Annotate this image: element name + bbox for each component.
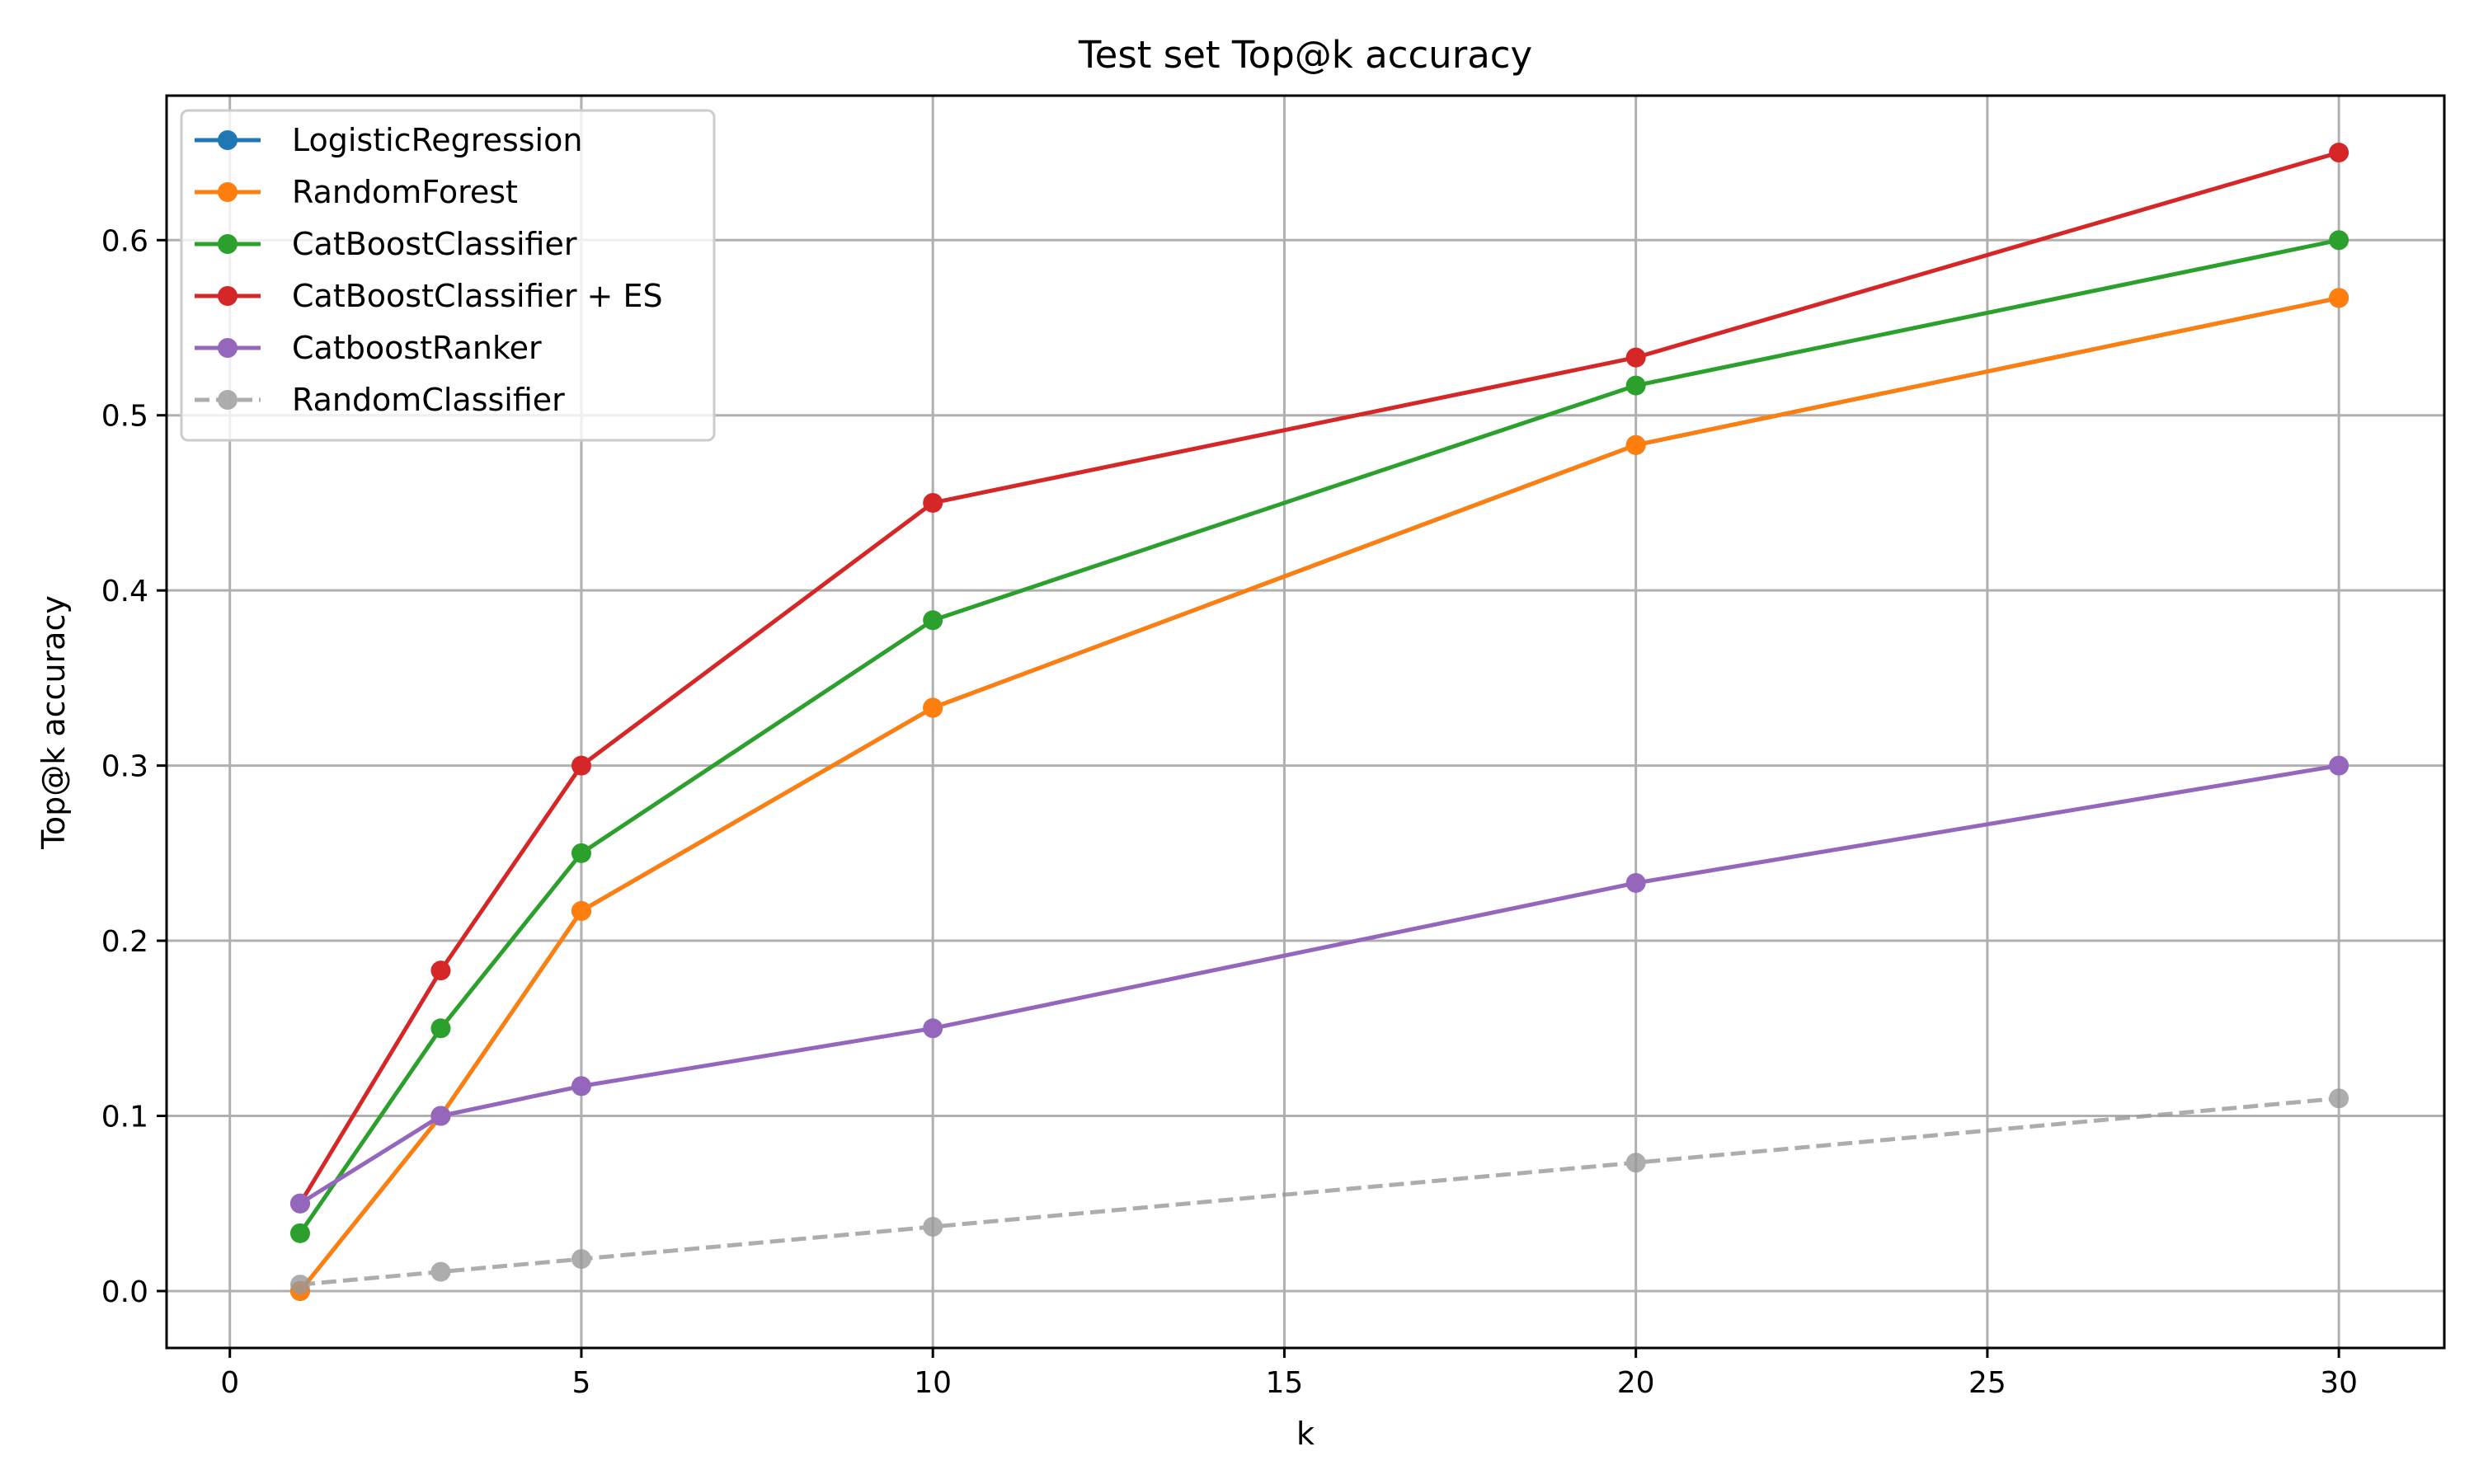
data-point bbox=[2329, 1088, 2349, 1109]
legend-entry bbox=[195, 390, 261, 410]
y-axis-label: Top@k accuracy bbox=[35, 595, 72, 850]
y-tick-label: 0.6 bbox=[101, 224, 148, 258]
x-tick-label: 0 bbox=[220, 1366, 239, 1400]
legend-marker bbox=[218, 338, 238, 358]
data-point bbox=[289, 1193, 310, 1214]
data-point bbox=[571, 1249, 591, 1270]
x-axis-label: k bbox=[1296, 1416, 1315, 1452]
data-point bbox=[1625, 872, 1646, 893]
legend-marker bbox=[218, 234, 238, 254]
series-line bbox=[299, 1096, 2340, 1287]
data-point bbox=[2329, 230, 2349, 251]
data-point bbox=[430, 1261, 451, 1282]
legend-entry bbox=[195, 234, 261, 254]
x-tick-label: 10 bbox=[914, 1366, 952, 1400]
legend-label: CatboostRanker bbox=[292, 330, 542, 366]
data-point bbox=[2329, 143, 2349, 163]
data-point bbox=[923, 1216, 943, 1237]
y-tick-label: 0.3 bbox=[101, 750, 148, 784]
data-point bbox=[430, 1106, 451, 1126]
data-point bbox=[571, 1076, 591, 1097]
legend: LogisticRegression RandomForest CatBoostCl… bbox=[180, 109, 716, 442]
series-5 bbox=[289, 1088, 2349, 1295]
y-tick-label: 0.0 bbox=[101, 1275, 148, 1309]
series-2 bbox=[289, 230, 2349, 1243]
series-line bbox=[299, 763, 2340, 1205]
data-point bbox=[1625, 347, 1646, 368]
y-tick-label: 0.1 bbox=[101, 1101, 148, 1134]
legend-entry bbox=[195, 130, 261, 150]
data-point bbox=[571, 755, 591, 776]
legend-label: CatBoostClassifier + ES bbox=[292, 278, 663, 314]
data-point bbox=[923, 610, 943, 631]
data-point bbox=[1625, 434, 1646, 455]
legend-entry bbox=[195, 182, 261, 202]
data-point bbox=[923, 1018, 943, 1039]
data-point bbox=[2329, 288, 2349, 308]
chart-title: Test set Top@k accuracy bbox=[1078, 33, 1532, 77]
series-line bbox=[298, 237, 2340, 1235]
legend-label: LogisticRegression bbox=[292, 122, 582, 158]
data-point bbox=[430, 960, 451, 981]
data-point bbox=[571, 900, 591, 921]
series-line bbox=[299, 295, 2340, 1293]
legend-marker bbox=[218, 182, 238, 202]
y-tick-label: 0.2 bbox=[101, 925, 148, 959]
y-tick-label: 0.5 bbox=[101, 400, 148, 434]
legend-entry bbox=[195, 286, 261, 306]
data-point bbox=[289, 1275, 310, 1295]
data-point bbox=[2329, 755, 2349, 776]
legend-entry bbox=[195, 338, 261, 358]
legend-box bbox=[180, 109, 716, 442]
data-point bbox=[1625, 1153, 1646, 1173]
data-point bbox=[571, 843, 591, 863]
legend-marker bbox=[218, 286, 238, 306]
x-tick-label: 30 bbox=[2320, 1366, 2358, 1400]
y-tick-label: 0.4 bbox=[101, 575, 148, 608]
plot-frame bbox=[165, 94, 2446, 1350]
ticks: 0 5 10 15 20 25 30 0.0 0.1 0.2 0.3 0.4 0.5 0.6 bbox=[101, 224, 2358, 1400]
series-4 bbox=[289, 755, 2349, 1214]
legend-label: RandomClassifier bbox=[292, 382, 565, 418]
x-tick-label: 20 bbox=[1617, 1366, 1655, 1400]
legend-marker bbox=[218, 390, 238, 410]
data-point bbox=[923, 697, 943, 718]
series-layer bbox=[289, 143, 2349, 1301]
data-point bbox=[430, 1018, 451, 1039]
series-line bbox=[298, 150, 2340, 1205]
legend-marker bbox=[218, 130, 238, 150]
x-tick-label: 15 bbox=[1266, 1366, 1304, 1400]
series-line bbox=[299, 295, 2340, 1293]
legend-label: RandomForest bbox=[292, 174, 518, 210]
grid bbox=[167, 96, 2444, 1348]
data-point bbox=[923, 492, 943, 513]
data-point bbox=[1625, 375, 1646, 396]
data-point bbox=[289, 1223, 310, 1243]
x-tick-label: 25 bbox=[1968, 1366, 2006, 1400]
x-tick-label: 5 bbox=[572, 1366, 591, 1400]
legend-label: CatBoostClassifier bbox=[292, 226, 577, 262]
